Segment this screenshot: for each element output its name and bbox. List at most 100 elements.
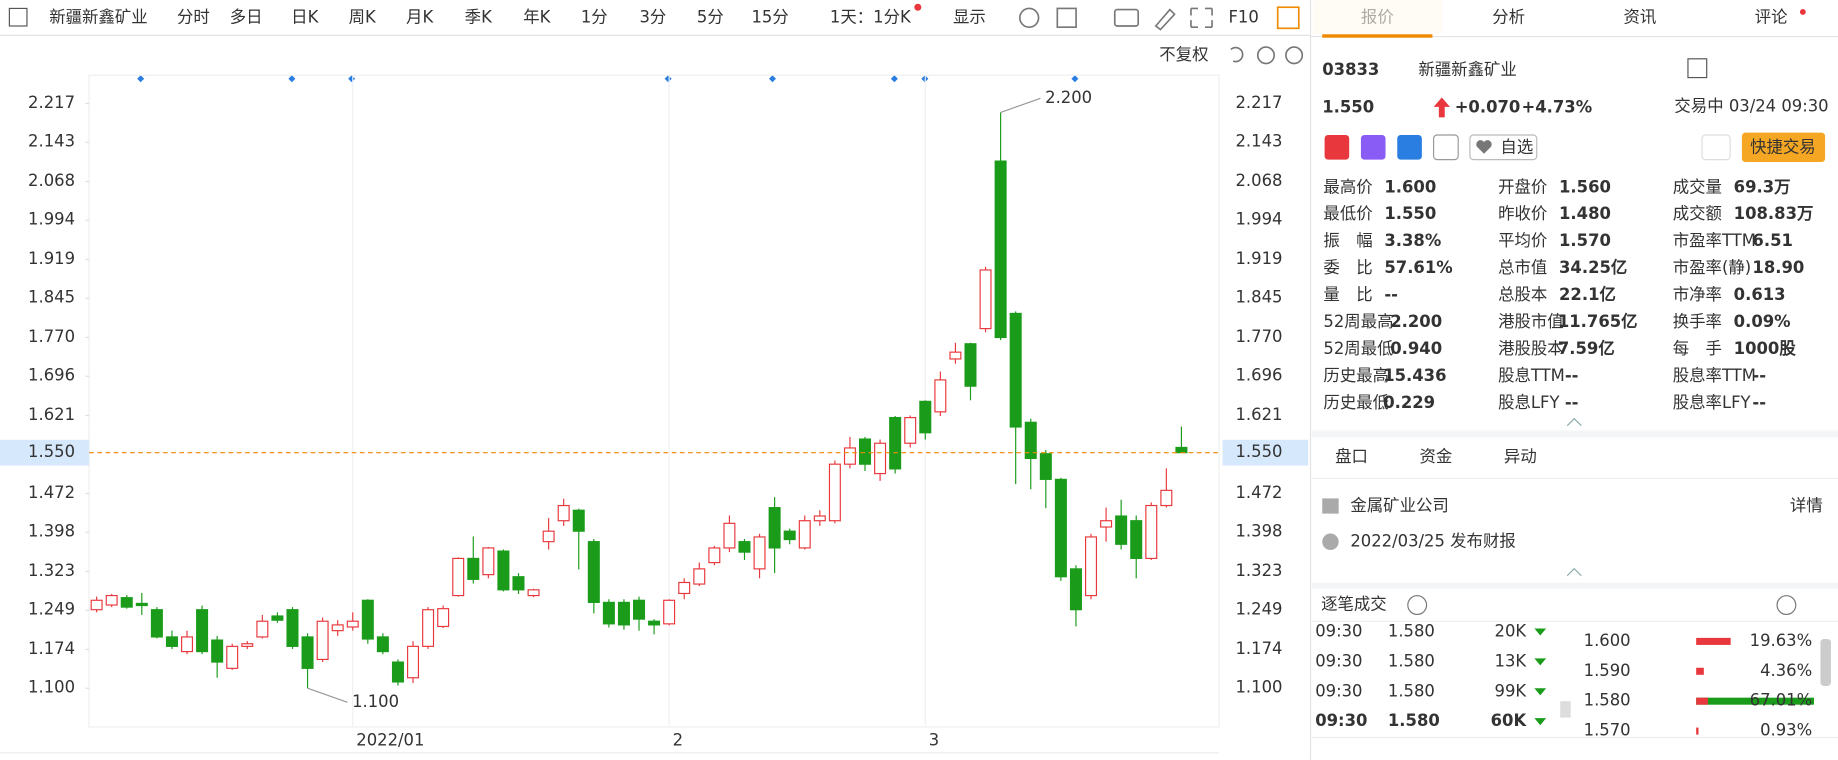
collapse-arrow[interactable]	[1566, 417, 1582, 427]
industry-icon	[1322, 498, 1339, 514]
trade-volume: 99K	[1495, 681, 1528, 700]
f10-button[interactable]: F10	[1228, 7, 1258, 26]
book-pct: 19.63%	[1750, 631, 1813, 650]
panel-toggle[interactable]	[1687, 58, 1708, 79]
quote-tab[interactable]: 评论	[1755, 7, 1788, 26]
candle-body	[1160, 489, 1173, 507]
y2-tick-label: 1.919	[1235, 249, 1282, 268]
period-tab[interactable]: 周K	[349, 7, 377, 26]
period-tab[interactable]: 年K	[523, 7, 551, 26]
candle-body	[301, 636, 314, 669]
camera-icon[interactable]	[1113, 8, 1140, 27]
y-tick-label: 1.919	[28, 249, 75, 268]
candle-body	[949, 351, 962, 360]
period-tab[interactable]: 5分	[697, 7, 724, 26]
stat-label: 换手率	[1673, 312, 1722, 331]
reset-icon[interactable]	[1230, 46, 1244, 63]
period-tab[interactable]: 多日	[230, 7, 263, 26]
display-menu[interactable]: 显示	[953, 7, 986, 26]
y2-tick-label: 1.770	[1235, 327, 1282, 346]
stat-value: 0.09%	[1734, 312, 1791, 331]
quote-tab[interactable]: 分析	[1492, 7, 1525, 26]
trades-scroll	[1560, 701, 1571, 718]
period-tab[interactable]: 日K	[291, 7, 319, 26]
period-tab[interactable]: 分时	[177, 7, 210, 26]
candle-body	[813, 515, 826, 522]
adjust-select[interactable]: 不复权	[1159, 45, 1208, 64]
book-tab[interactable]: 盘口	[1335, 447, 1368, 466]
period-tab[interactable]: 季K	[465, 7, 493, 26]
stat-value: --	[1384, 285, 1398, 304]
interval-select[interactable]: 1天：1分K	[830, 7, 912, 26]
quote-tab[interactable]: 资讯	[1623, 7, 1656, 26]
info-icon	[1322, 533, 1339, 550]
candle-body	[376, 636, 389, 653]
y-tick-label: 1.398	[28, 522, 75, 541]
book-tab[interactable]: 异动	[1504, 447, 1537, 466]
price-change-pct: +4.73%	[1522, 98, 1593, 117]
stat-value: 7.59亿	[1558, 339, 1615, 358]
stat-value: 3.38%	[1384, 231, 1441, 250]
event-marker[interactable]	[1071, 75, 1079, 83]
period-tab[interactable]: 1分	[581, 7, 608, 26]
badge-icon[interactable]	[1433, 134, 1459, 161]
sidebar-toggle[interactable]	[8, 7, 28, 27]
zoom-in[interactable]	[1285, 46, 1304, 65]
more-icon[interactable]	[1776, 595, 1797, 616]
book-pct: 4.36%	[1760, 661, 1812, 680]
event-marker[interactable]	[768, 75, 776, 83]
sell-arrow	[1534, 658, 1547, 666]
y2-tick-label: 1.696	[1235, 366, 1282, 385]
candle-body	[783, 530, 796, 541]
extreme-label: 2.200	[1045, 88, 1092, 107]
help-icon[interactable]	[1407, 595, 1428, 616]
book-bar	[1696, 667, 1704, 675]
trade-time: 09:30	[1315, 711, 1367, 730]
book-price: 1.600	[1584, 631, 1631, 650]
badge-icon[interactable]	[1397, 135, 1422, 160]
event-marker[interactable]	[288, 75, 296, 83]
detail-link[interactable]: 详情	[1790, 496, 1823, 515]
period-tab[interactable]: 15分	[751, 7, 788, 26]
period-tab[interactable]: 3分	[639, 7, 666, 26]
period-tab[interactable]: 月K	[406, 7, 434, 26]
badge-icon[interactable]	[1360, 135, 1386, 160]
layout-icon[interactable]	[1276, 6, 1300, 30]
stat-label: 港股股本	[1498, 339, 1564, 358]
candle-body	[723, 522, 736, 549]
zoom-out[interactable]	[1256, 46, 1275, 65]
stat-label: 成交量	[1673, 177, 1722, 196]
current-price-label: 1.550	[28, 442, 75, 461]
candle-body	[904, 417, 917, 444]
box-icon[interactable]	[1056, 7, 1077, 28]
candle-body	[633, 599, 646, 620]
event-marker[interactable]	[890, 75, 898, 83]
y2-tick-label: 1.323	[1235, 561, 1282, 580]
settings-icon[interactable]	[1018, 7, 1040, 28]
stat-label: 最低价	[1323, 204, 1372, 223]
section-gap	[1311, 430, 1838, 438]
alert-button[interactable]	[1701, 134, 1731, 161]
stat-value: 1000股	[1734, 339, 1797, 358]
stock-code: 03833	[1322, 60, 1379, 79]
stat-value: 22.1亿	[1559, 285, 1616, 304]
badge-icon[interactable]	[1324, 135, 1350, 160]
event: 2022/03/25 发布财报	[1350, 531, 1515, 550]
collapse-arrow[interactable]	[1566, 567, 1582, 577]
event-marker[interactable]	[348, 75, 356, 83]
x-tick-label: 2	[673, 731, 683, 750]
fullscreen-icon[interactable]	[1190, 7, 1213, 28]
book-tab[interactable]: 资金	[1420, 447, 1453, 466]
trade-button[interactable]	[1741, 132, 1826, 162]
candle-body	[256, 620, 269, 638]
candle-body	[346, 620, 359, 628]
stat-label: 市盈率(静)	[1673, 258, 1751, 277]
candle-body	[798, 520, 811, 549]
watch-label[interactable]: 自选	[1500, 137, 1533, 156]
event-marker[interactable]	[664, 75, 672, 83]
candle-body	[828, 463, 841, 522]
pen-icon[interactable]	[1154, 8, 1176, 31]
trade-price: 1.580	[1388, 651, 1435, 670]
trade-label[interactable]: 快捷交易	[1750, 137, 1816, 156]
